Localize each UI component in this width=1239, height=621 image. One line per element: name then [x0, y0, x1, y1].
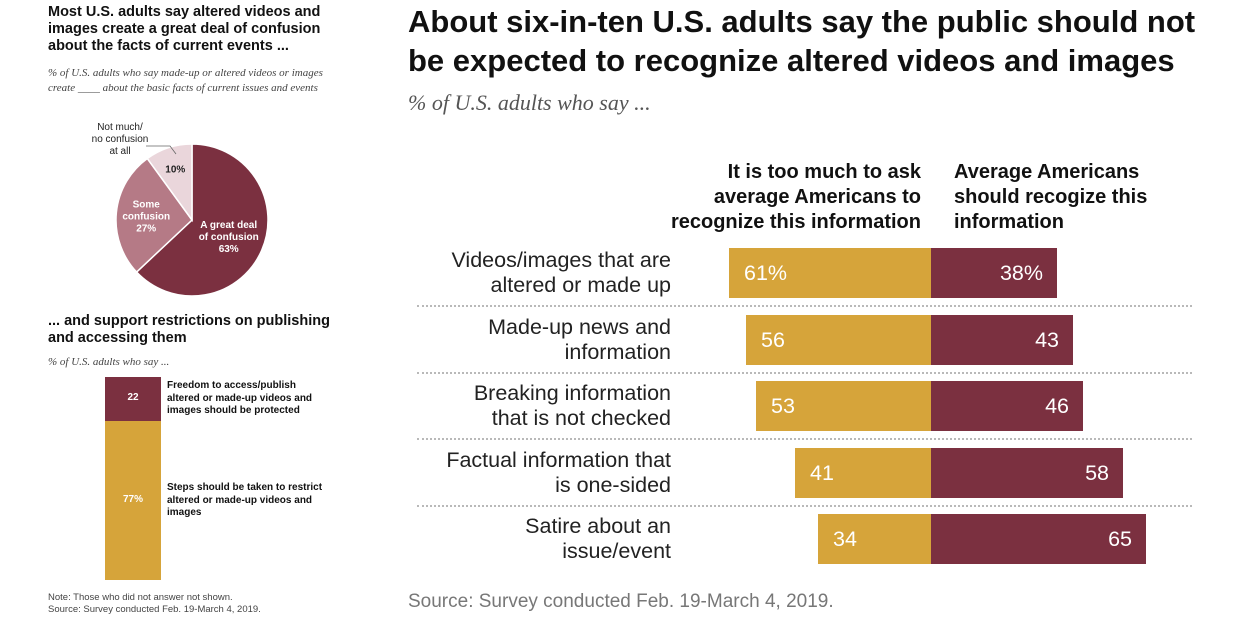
restrictions-title: ... and support restrictions on publishi… [48, 313, 330, 346]
bar-too-much-to-ask: 61% [729, 248, 931, 298]
freedom-value-label: 22 [127, 392, 139, 403]
bar-value-label: 38% [999, 261, 1043, 285]
pie-slice [115, 157, 193, 274]
bar-value-label: 58 [1085, 461, 1109, 485]
bar-should-recognize: 46 [931, 381, 1083, 431]
bar-value-label: 43 [1035, 328, 1059, 352]
pie-slice [135, 143, 269, 297]
bar-should-recognize: 43 [931, 315, 1073, 365]
row-category-line: information [564, 340, 671, 364]
main-chart-subtitle: % of U.S. adults who say ... [408, 90, 651, 115]
bar-too-much-to-ask: 56 [746, 315, 931, 365]
row-category-label: Breaking information that is not checked [371, 381, 671, 432]
row-category-line: Videos/images that are [451, 247, 671, 272]
column-header-line: average Americans to [713, 186, 921, 208]
row-category-line: Satire about an [525, 513, 671, 538]
column-header-line: should recogize this [954, 186, 1148, 208]
bar-value-label: 34 [833, 527, 857, 551]
left-panel-subtitle: % of U.S. adults who say made-up or alte… [48, 67, 323, 94]
column-header-line: It is too much to ask [727, 161, 921, 183]
pie-slice-label: Some confusion 27% [122, 200, 170, 235]
bar-value-label: 56 [761, 328, 785, 352]
row-category-line: that is not checked [491, 406, 671, 430]
row-divider [417, 305, 1192, 307]
bar-value-label: 53 [771, 394, 795, 418]
left-panel-title: Most U.S. adults say altered videos and … [48, 4, 321, 54]
pie-slice-label: Not much/no confusion at all [92, 122, 149, 157]
bar-should-recognize: 58 [931, 448, 1123, 498]
pie-leader-line [146, 145, 177, 155]
row-category-label: Made-up news and information [371, 315, 671, 366]
row-category-label: Satire about an issue/event [371, 514, 671, 565]
bar-should-recognize: 65 [931, 514, 1146, 564]
pie-slice-label: A great deal of confusion 63% [199, 220, 259, 255]
confusion-pie-chart: A great deal of confusion 63% Some confusion… [92, 122, 269, 297]
row-category-label: Videos/images that are altered or made up [371, 248, 671, 299]
restrict-legend-label: Steps should be taken to restrict altere… [167, 482, 323, 518]
row-category-line: Factual information that [446, 447, 671, 472]
row-divider [417, 438, 1192, 440]
bar-value-label: 61% [744, 261, 788, 285]
row-category-label: Factual information that is one-sided [371, 448, 671, 499]
column-header-line: recognize this information [670, 211, 921, 233]
bar-too-much-to-ask: 41 [795, 448, 931, 498]
row-category-line: Made-up news and [488, 314, 671, 339]
bar-should-recognize: 38% [931, 248, 1057, 298]
note-line: Note: Those who did not answer not shown… [48, 592, 233, 603]
row-divider [417, 505, 1192, 507]
restrict-value-label: 77% [122, 494, 143, 505]
row-category-line: is one-sided [555, 473, 671, 497]
stacked-bar-restrict-segment: 77% [105, 421, 161, 580]
main-chart-title: About six-in-ten U.S. adults say the pub… [408, 4, 1196, 78]
stacked-bar-freedom-segment: 22 [105, 377, 161, 421]
column-header-too-much-to-ask: It is too much to ask average Americans t… [641, 160, 921, 235]
source-line: Source: Survey conducted Feb. 19-March 4… [48, 603, 261, 615]
row-category-line: issue/event [562, 539, 671, 563]
bar-value-label: 46 [1045, 394, 1069, 418]
column-header-line: Average Americans [954, 161, 1140, 183]
bar-value-label: 41 [810, 461, 834, 485]
row-divider [417, 372, 1192, 374]
pie-slice-value: 10% [165, 165, 185, 176]
left-panel-note: Note: Those who did not answer not shown… [48, 592, 261, 615]
row-category-line: Breaking information [473, 380, 671, 405]
bar-too-much-to-ask: 34 [818, 514, 931, 564]
freedom-legend-label: Freedom to access/publish altered or mad… [167, 380, 313, 416]
bar-value-label: 65 [1108, 527, 1132, 551]
pie-slice [146, 143, 193, 223]
column-header-should-recognize: Average Americans should recogize this inf… [954, 160, 1214, 235]
restrictions-subtitle: % of U.S. adults who say ... [48, 356, 170, 368]
row-category-line: altered or made up [490, 273, 671, 297]
bar-too-much-to-ask: 53 [756, 381, 931, 431]
column-header-line: information [954, 211, 1064, 233]
main-source: Source: Survey conducted Feb. 19-March 4… [408, 591, 834, 612]
